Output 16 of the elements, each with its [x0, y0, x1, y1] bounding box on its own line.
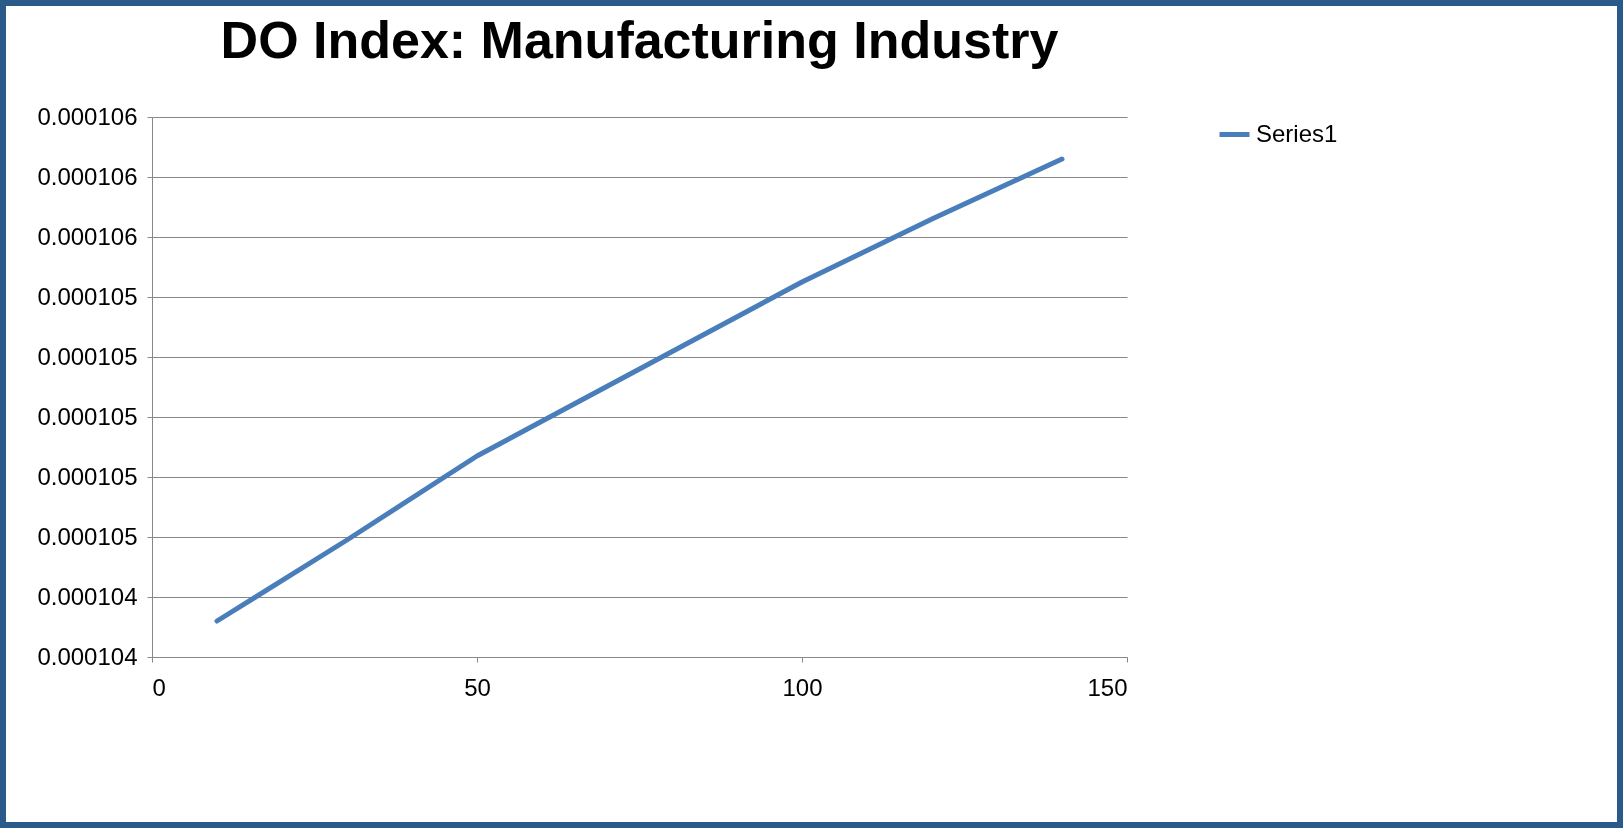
chart-title: DO Index: Manufacturing Industry [220, 11, 1059, 69]
x-tick-label: 50 [464, 673, 491, 701]
y-tick-label: 0.000105 [37, 462, 138, 490]
y-tick-label: 0.000105 [37, 402, 138, 430]
x-tick-label: 100 [782, 673, 823, 701]
y-tick-label: 0.000105 [37, 342, 138, 370]
y-tick-label: 0.000105 [37, 522, 138, 550]
x-tick-label: 150 [1087, 673, 1128, 701]
y-tick-label: 0.000104 [37, 642, 138, 670]
y-tick-label: 0.000106 [37, 222, 138, 250]
y-tick-label: 0.000106 [37, 162, 138, 190]
y-tick-label: 0.000104 [37, 582, 138, 610]
y-tick-label: 0.000106 [37, 102, 138, 130]
x-tick-label: 0 [152, 673, 166, 701]
legend-label: Series1 [1256, 119, 1338, 147]
y-tick-label: 0.000105 [37, 282, 138, 310]
